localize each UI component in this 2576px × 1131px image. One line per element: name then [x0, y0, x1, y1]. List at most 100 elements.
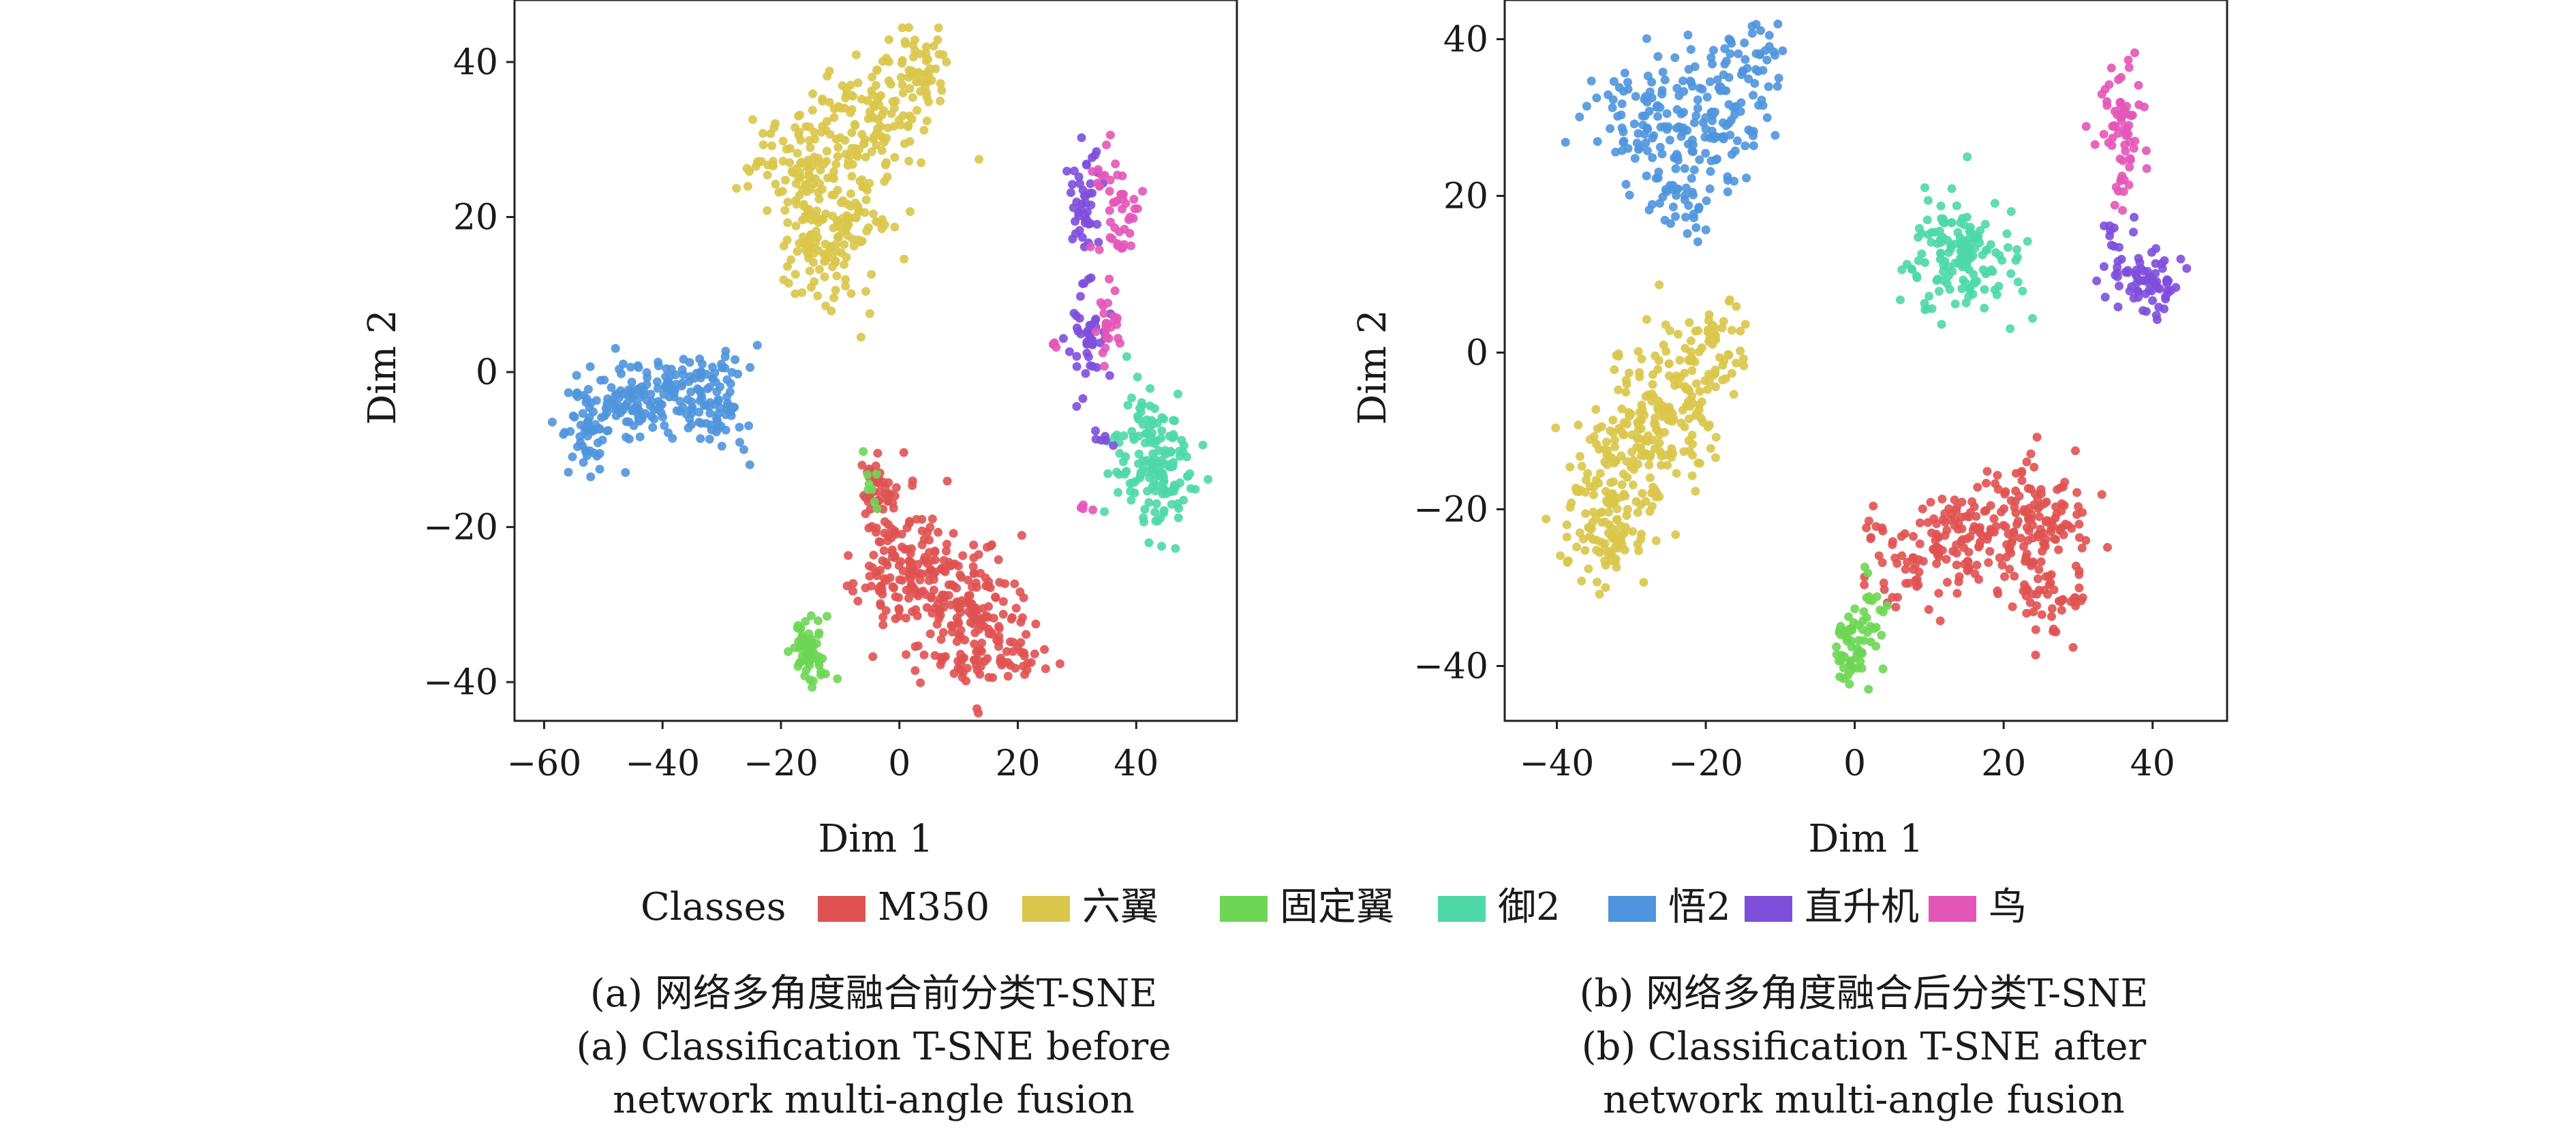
scatter-point — [1695, 155, 1704, 164]
scatter-point — [1673, 155, 1683, 165]
scatter-point — [1096, 298, 1105, 307]
scatter-point — [793, 247, 802, 256]
scatter-point — [635, 432, 645, 441]
scatter-point — [804, 241, 814, 251]
scatter-point — [1903, 557, 1912, 567]
x-tick-label: −20 — [743, 743, 818, 784]
scatter-point — [865, 572, 874, 581]
scatter-point — [843, 200, 852, 208]
scatter-point — [1090, 316, 1100, 326]
scatter-point — [1665, 136, 1674, 145]
scatter-point — [2162, 277, 2171, 286]
scatter-point — [585, 446, 594, 456]
scatter-point — [1620, 545, 1629, 555]
scatter-point — [1773, 19, 1783, 29]
scatter-point — [2008, 602, 2017, 611]
scatter-point — [1837, 625, 1847, 635]
scatter-point — [1920, 305, 1930, 315]
scatter-point — [1186, 484, 1195, 493]
scatter-point — [922, 603, 932, 613]
scatter-point — [595, 449, 604, 458]
scatter-point — [1575, 452, 1584, 461]
scatter-point — [983, 582, 992, 591]
scatter-point — [2134, 100, 2144, 110]
scatter-point — [1701, 149, 1711, 158]
scatter-point — [1997, 560, 2007, 570]
scatter-point — [1678, 405, 1687, 415]
scatter-point — [1604, 90, 1613, 99]
scatter-point — [1681, 384, 1691, 394]
scatter-point — [1660, 75, 1670, 84]
scatter-point — [850, 121, 860, 130]
scatter-point — [791, 221, 801, 231]
scatter-point — [904, 593, 913, 603]
scatter-point — [796, 136, 806, 145]
scatter-point — [785, 158, 795, 168]
scatter-point — [1705, 184, 1715, 193]
scatter-point — [2013, 277, 2023, 287]
scatter-point — [2054, 545, 2064, 555]
scatter-point — [1140, 438, 1150, 448]
scatter-point — [1647, 397, 1657, 406]
scatter-point — [1622, 456, 1631, 466]
scatter-point — [820, 272, 829, 281]
scatter-point — [1653, 365, 1663, 374]
scatter-point — [1859, 636, 1869, 645]
x-tick-label: 40 — [2130, 743, 2175, 784]
scatter-point — [814, 265, 824, 274]
scatter-point — [2148, 296, 2158, 305]
scatter-point — [1993, 471, 2002, 480]
scatter-point — [1937, 320, 1946, 329]
scatter-point — [2032, 601, 2042, 610]
scatter-point — [979, 604, 987, 613]
scatter-point — [1901, 565, 1910, 574]
scatter-point — [2113, 303, 2123, 311]
scatter-point — [1694, 202, 1704, 212]
caption-b-en-line1: (b) Classification T-SNE after — [1581, 1025, 2147, 1069]
scatter-point — [867, 147, 876, 157]
series-3 — [784, 447, 882, 692]
scatter-point — [1687, 174, 1696, 183]
scatter-point — [2106, 63, 2116, 73]
scatter-point — [949, 529, 958, 538]
scatter-point — [1877, 558, 1887, 568]
scatter-point — [1624, 368, 1634, 377]
scatter-point — [726, 379, 735, 388]
scatter-point — [1845, 679, 1854, 689]
scatter-point — [1144, 538, 1154, 548]
scatter-point — [832, 271, 842, 281]
scatter-point — [1597, 508, 1606, 517]
scatter-point — [1105, 130, 1115, 140]
scatter-point — [607, 383, 616, 392]
y-axis-title: Dim 2 — [361, 309, 405, 424]
scatter-point — [1667, 444, 1676, 453]
scatter-point — [2005, 564, 2014, 574]
scatter-point — [1129, 195, 1139, 204]
scatter-point — [1022, 630, 1031, 639]
scatter-point — [1572, 486, 1582, 496]
scatter-point — [908, 93, 917, 102]
scatter-point — [1597, 422, 1606, 431]
scatter-point — [910, 35, 919, 45]
scatter-point — [1732, 302, 1741, 311]
scatter-point — [696, 434, 705, 444]
scatter-point — [1901, 578, 1911, 588]
scatter-point — [2037, 610, 2046, 619]
scatter-point — [778, 187, 787, 196]
scatter-point — [870, 497, 879, 507]
scatter-point — [1743, 63, 1752, 73]
scatter-point — [2016, 533, 2025, 543]
scatter-point — [1078, 394, 1088, 403]
scatter-point — [837, 248, 846, 258]
scatter-point — [806, 638, 816, 647]
scatter-point — [629, 421, 639, 431]
scatter-point — [633, 361, 643, 371]
scatter-point — [1135, 403, 1144, 413]
scatter-point — [929, 575, 938, 584]
scatter-point — [1589, 482, 1599, 492]
scatter-point — [583, 431, 592, 441]
scatter-point — [1084, 219, 1093, 229]
legend-swatch — [1745, 896, 1792, 922]
scatter-point — [1182, 452, 1191, 462]
scatter-point — [622, 417, 631, 427]
